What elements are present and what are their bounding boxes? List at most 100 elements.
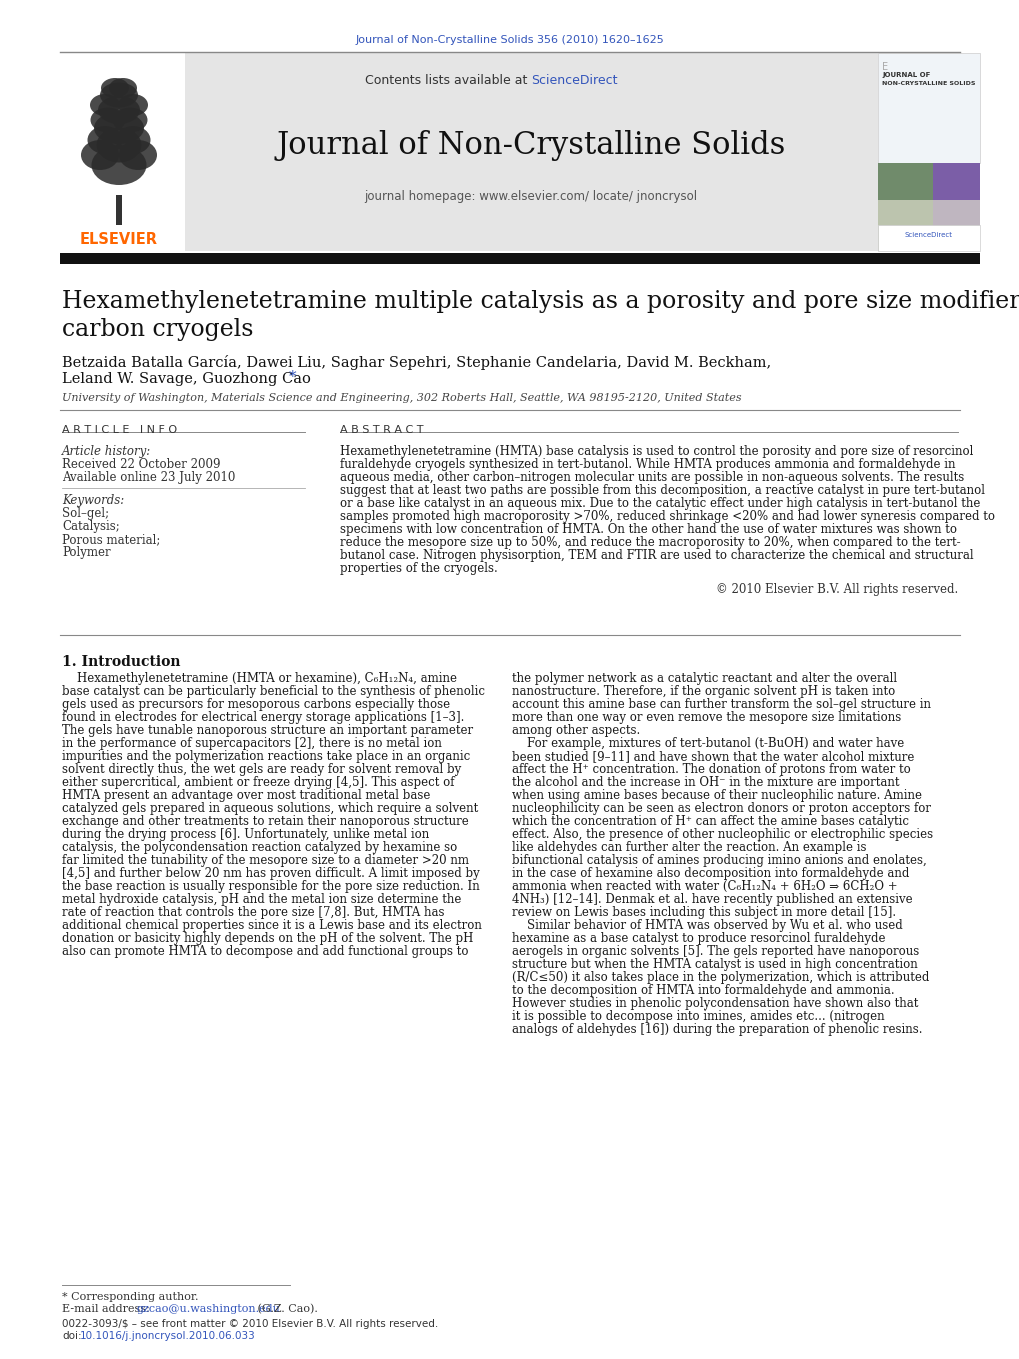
Text: A B S T R A C T: A B S T R A C T: [339, 425, 423, 435]
Text: Catalysis;: Catalysis;: [62, 520, 119, 533]
Text: University of Washington, Materials Science and Engineering, 302 Roberts Hall, S: University of Washington, Materials Scie…: [62, 393, 741, 404]
Text: gels used as precursors for mesoporous carbons especially those: gels used as precursors for mesoporous c…: [62, 699, 449, 711]
Text: ScienceDirect: ScienceDirect: [531, 73, 616, 87]
Text: A R T I C L E   I N F O: A R T I C L E I N F O: [62, 425, 177, 435]
Text: the polymer network as a catalytic reactant and alter the overall: the polymer network as a catalytic react…: [512, 671, 897, 685]
Text: when using amine bases because of their nucleophilic nature. Amine: when using amine bases because of their …: [512, 790, 921, 802]
Text: effect. Also, the presence of other nucleophilic or electrophilic species: effect. Also, the presence of other nucl…: [512, 828, 932, 841]
Text: exchange and other treatments to retain their nanoporous structure: exchange and other treatments to retain …: [62, 815, 469, 828]
Text: JOURNAL OF: JOURNAL OF: [881, 72, 929, 77]
Text: [4,5] and further below 20 nm has proven difficult. A limit imposed by: [4,5] and further below 20 nm has proven…: [62, 867, 479, 881]
Text: Sol–gel;: Sol–gel;: [62, 507, 109, 520]
Text: in the case of hexamine also decomposition into formaldehyde and: in the case of hexamine also decompositi…: [512, 867, 909, 881]
Ellipse shape: [112, 107, 148, 132]
Text: hexamine as a base catalyst to produce resorcinol furaldehyde: hexamine as a base catalyst to produce r…: [512, 932, 884, 945]
Text: Hexamethylenetetramine multiple catalysis as a porosity and pore size modifier i: Hexamethylenetetramine multiple catalysi…: [62, 289, 1019, 313]
Text: among other aspects.: among other aspects.: [512, 724, 640, 737]
Ellipse shape: [119, 140, 157, 170]
Text: However studies in phenolic polycondensation have shown also that: However studies in phenolic polycondensa…: [512, 998, 917, 1010]
Text: doi:: doi:: [62, 1330, 82, 1341]
Text: either supercritical, ambient or freeze drying [4,5]. This aspect of: either supercritical, ambient or freeze …: [62, 776, 454, 790]
Text: been studied [9–11] and have shown that the water alcohol mixture: been studied [9–11] and have shown that …: [512, 750, 913, 762]
Text: E-mail address:: E-mail address:: [62, 1305, 153, 1314]
Text: impurities and the polymerization reactions take place in an organic: impurities and the polymerization reacti…: [62, 750, 470, 762]
Ellipse shape: [101, 77, 128, 98]
Bar: [60, 253, 979, 264]
Text: For example, mixtures of tert-butanol (t-BuOH) and water have: For example, mixtures of tert-butanol (t…: [512, 737, 904, 750]
Text: catalyzed gels prepared in aqueous solutions, which require a solvent: catalyzed gels prepared in aqueous solut…: [62, 802, 478, 815]
Ellipse shape: [109, 77, 137, 98]
Text: ScienceDirect: ScienceDirect: [904, 232, 952, 238]
Text: Available online 23 July 2010: Available online 23 July 2010: [62, 472, 235, 484]
Text: donation or basicity highly depends on the pH of the solvent. The pH: donation or basicity highly depends on t…: [62, 932, 473, 945]
Bar: [877, 163, 979, 251]
Bar: [877, 226, 979, 251]
Text: specimens with low concentration of HMTA. On the other hand the use of water mix: specimens with low concentration of HMTA…: [339, 523, 956, 535]
Text: Keywords:: Keywords:: [62, 495, 124, 507]
Text: solvent directly thus, the wet gels are ready for solvent removal by: solvent directly thus, the wet gels are …: [62, 762, 461, 776]
Text: reduce the mesopore size up to 50%, and reduce the macroporosity to 20%, when co: reduce the mesopore size up to 50%, and …: [339, 535, 960, 549]
Text: Journal of Non-Crystalline Solids 356 (2010) 1620–1625: Journal of Non-Crystalline Solids 356 (2…: [356, 35, 663, 45]
Text: which the concentration of H⁺ can affect the amine bases catalytic: which the concentration of H⁺ can affect…: [512, 815, 908, 828]
Text: far limited the tunability of the mesopore size to a diameter >20 nm: far limited the tunability of the mesopo…: [62, 853, 469, 867]
Text: journal homepage: www.elsevier.com/ locate/ jnoncrysol: journal homepage: www.elsevier.com/ loca…: [364, 190, 697, 202]
Text: butanol case. Nitrogen physisorption, TEM and FTIR are used to characterize the : butanol case. Nitrogen physisorption, TE…: [339, 549, 973, 563]
Text: Received 22 October 2009: Received 22 October 2009: [62, 458, 220, 472]
Text: structure but when the HMTA catalyst is used in high concentration: structure but when the HMTA catalyst is …: [512, 958, 917, 970]
Bar: [877, 163, 932, 251]
Text: metal hydroxide catalysis, pH and the metal ion size determine the: metal hydroxide catalysis, pH and the me…: [62, 893, 461, 906]
Text: more than one way or even remove the mesopore size limitations: more than one way or even remove the mes…: [512, 711, 901, 724]
Ellipse shape: [97, 128, 142, 163]
Text: Leland W. Savage, Guozhong Cao: Leland W. Savage, Guozhong Cao: [62, 372, 311, 386]
Text: 1. Introduction: 1. Introduction: [62, 655, 180, 669]
Text: E: E: [881, 63, 888, 72]
Text: suggest that at least two paths are possible from this decomposition, a reactive: suggest that at least two paths are poss…: [339, 484, 984, 497]
Text: Hexamethylenetetramine (HMTA) base catalysis is used to control the porosity and: Hexamethylenetetramine (HMTA) base catal…: [339, 444, 972, 458]
Text: Journal of Non-Crystalline Solids: Journal of Non-Crystalline Solids: [276, 130, 785, 160]
Text: nucleophilicity can be seen as electron donors or proton acceptors for: nucleophilicity can be seen as electron …: [512, 802, 930, 815]
Text: or a base like catalyst in an aqueous mix. Due to the catalytic effect under hig: or a base like catalyst in an aqueous mi…: [339, 497, 979, 510]
Ellipse shape: [91, 107, 125, 132]
Text: ELSEVIER: ELSEVIER: [79, 232, 158, 247]
Ellipse shape: [81, 140, 119, 170]
Text: Polymer: Polymer: [62, 546, 110, 559]
Ellipse shape: [88, 126, 122, 154]
Text: additional chemical properties since it is a Lewis base and its electron: additional chemical properties since it …: [62, 919, 481, 932]
Text: ammonia when reacted with water (C₆H₁₂N₄ + 6H₂O ⇒ 6CH₂O +: ammonia when reacted with water (C₆H₁₂N₄…: [512, 881, 897, 893]
Ellipse shape: [90, 94, 120, 116]
Text: (G.Z. Cao).: (G.Z. Cao).: [254, 1305, 318, 1314]
Text: aerogels in organic solvents [5]. The gels reported have nanoporous: aerogels in organic solvents [5]. The ge…: [512, 945, 918, 958]
Bar: [877, 53, 979, 163]
Ellipse shape: [115, 126, 151, 154]
Ellipse shape: [98, 96, 140, 124]
Text: it is possible to decompose into imines, amides etc... (nitrogen: it is possible to decompose into imines,…: [512, 1010, 883, 1023]
Text: 10.1016/j.jnoncrysol.2010.06.033: 10.1016/j.jnoncrysol.2010.06.033: [79, 1330, 256, 1341]
Text: account this amine base can further transform the sol–gel structure in: account this amine base can further tran…: [512, 699, 930, 711]
Text: NON-CRYSTALLINE SOLIDS: NON-CRYSTALLINE SOLIDS: [881, 82, 974, 86]
Text: Hexamethylenetetramine (HMTA or hexamine), C₆H₁₂N₄, amine: Hexamethylenetetramine (HMTA or hexamine…: [62, 671, 457, 685]
Bar: [60, 53, 184, 251]
Text: review on Lewis bases including this subject in more detail [15].: review on Lewis bases including this sub…: [512, 906, 896, 919]
Ellipse shape: [118, 94, 148, 116]
Text: 0022-3093/$ – see front matter © 2010 Elsevier B.V. All rights reserved.: 0022-3093/$ – see front matter © 2010 El…: [62, 1320, 438, 1329]
Ellipse shape: [100, 83, 138, 107]
Text: the base reaction is usually responsible for the pore size reduction. In: the base reaction is usually responsible…: [62, 881, 479, 893]
Text: affect the H⁺ concentration. The donation of protons from water to: affect the H⁺ concentration. The donatio…: [512, 762, 910, 776]
Text: Article history:: Article history:: [62, 444, 151, 458]
Bar: [116, 194, 122, 226]
Text: (R/C≤50) it also takes place in the polymerization, which is attributed: (R/C≤50) it also takes place in the poly…: [512, 970, 928, 984]
Text: bifunctional catalysis of amines producing imino anions and enolates,: bifunctional catalysis of amines produci…: [512, 853, 926, 867]
Text: to the decomposition of HMTA into formaldehyde and ammonia.: to the decomposition of HMTA into formal…: [512, 984, 894, 998]
Ellipse shape: [92, 145, 147, 185]
Text: nanostructure. Therefore, if the organic solvent pH is taken into: nanostructure. Therefore, if the organic…: [512, 685, 895, 699]
Text: like aldehydes can further alter the reaction. An example is: like aldehydes can further alter the rea…: [512, 841, 866, 853]
Text: Betzaida Batalla García, Dawei Liu, Saghar Sepehri, Stephanie Candelaria, David : Betzaida Batalla García, Dawei Liu, Sagh…: [62, 355, 770, 370]
Bar: [184, 53, 877, 251]
Text: The gels have tunable nanoporous structure an important parameter: The gels have tunable nanoporous structu…: [62, 724, 473, 737]
Text: Porous material;: Porous material;: [62, 533, 160, 546]
Text: catalysis, the polycondensation reaction catalyzed by hexamine so: catalysis, the polycondensation reaction…: [62, 841, 457, 853]
Text: base catalyst can be particularly beneficial to the synthesis of phenolic: base catalyst can be particularly benefi…: [62, 685, 484, 699]
Text: during the drying process [6]. Unfortunately, unlike metal ion: during the drying process [6]. Unfortuna…: [62, 828, 429, 841]
Text: Similar behavior of HMTA was observed by Wu et al. who used: Similar behavior of HMTA was observed by…: [512, 919, 902, 932]
Text: 4NH₃) [12–14]. Denmak et al. have recently published an extensive: 4NH₃) [12–14]. Denmak et al. have recent…: [512, 893, 912, 906]
